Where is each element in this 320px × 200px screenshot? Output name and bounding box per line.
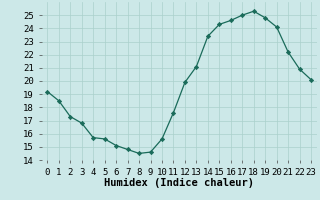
X-axis label: Humidex (Indice chaleur): Humidex (Indice chaleur) — [104, 178, 254, 188]
